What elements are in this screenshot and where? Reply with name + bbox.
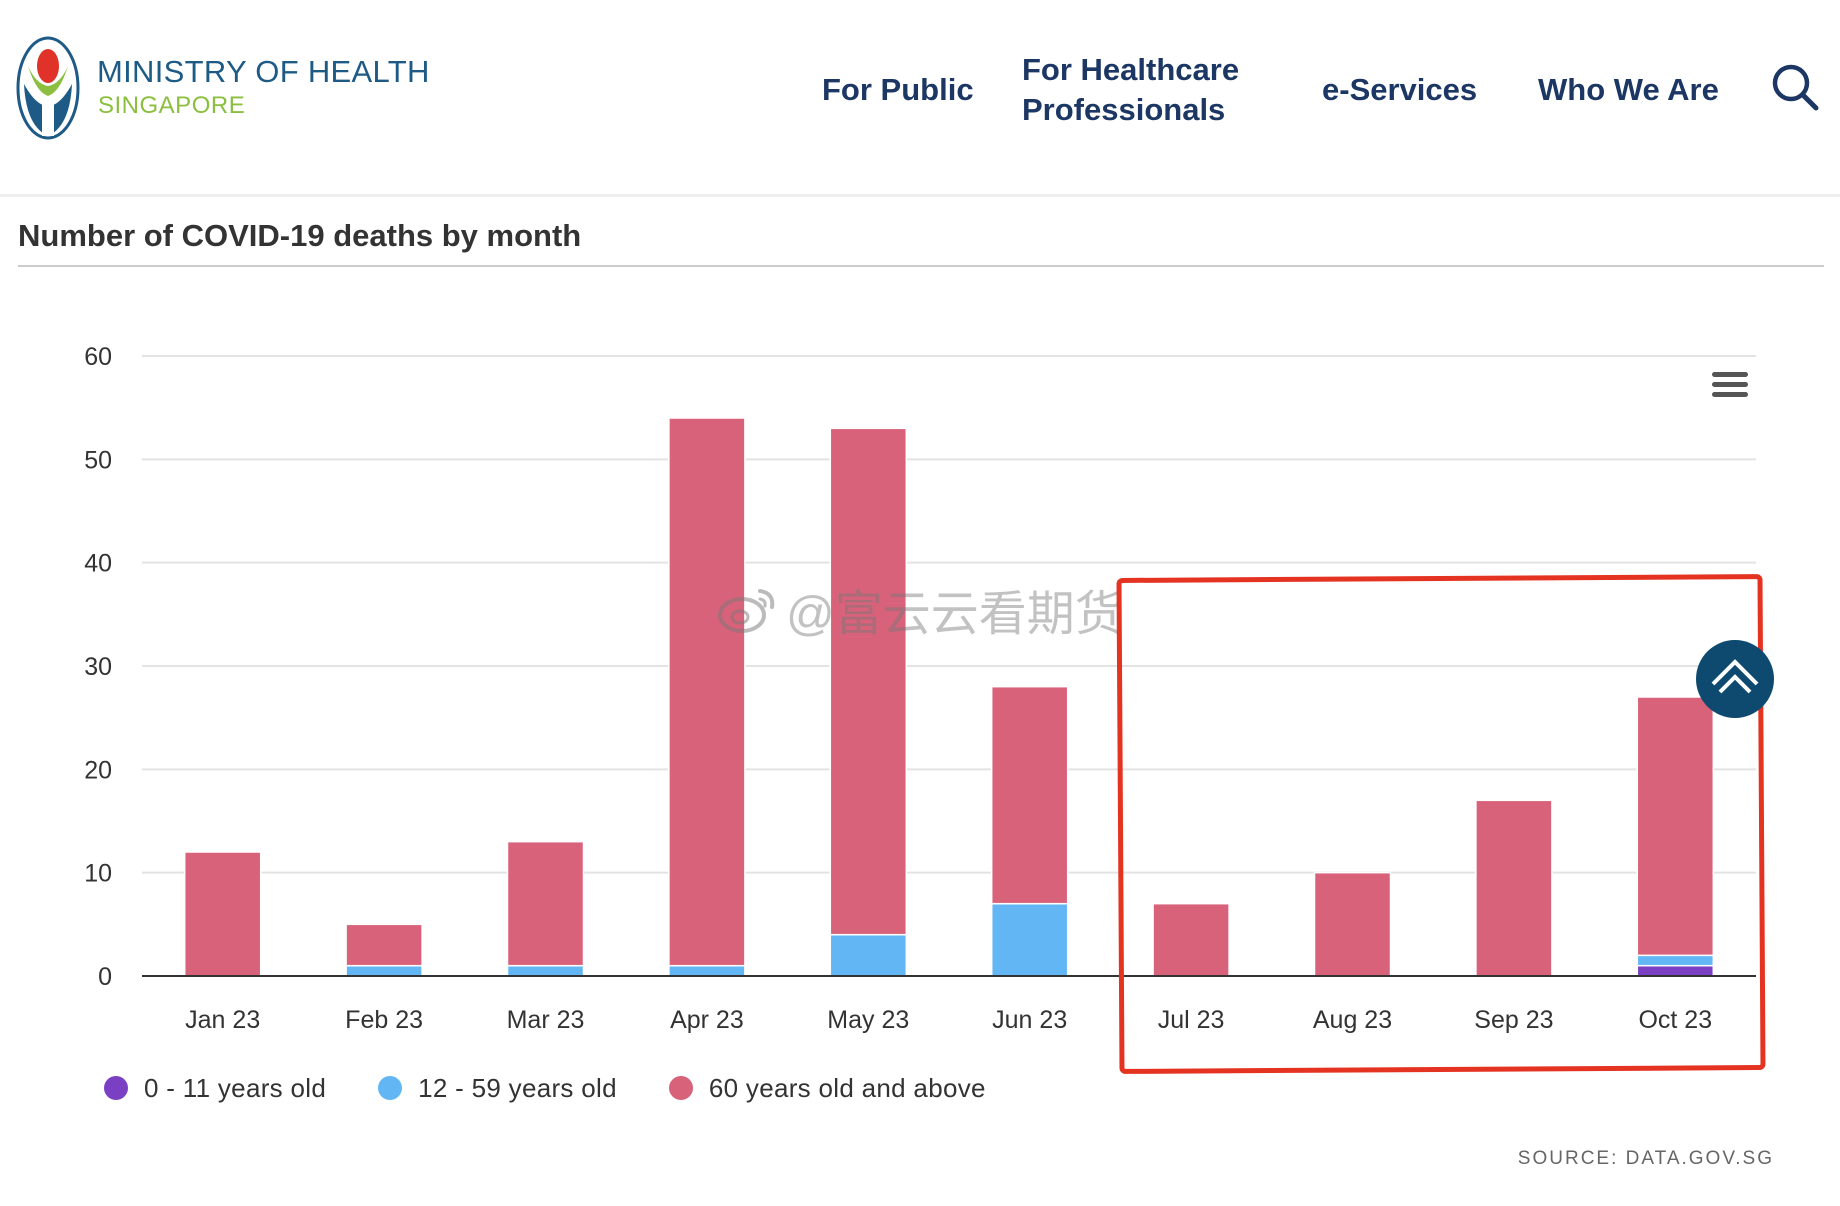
menu-line bbox=[1712, 372, 1748, 377]
nav-for-healthcare-professionals[interactable]: For Healthcare Professionals bbox=[1022, 50, 1239, 130]
weibo-icon bbox=[718, 589, 775, 633]
nav-hc-line2: Professionals bbox=[1022, 92, 1226, 127]
bar-feb-23-series-1[interactable] bbox=[345, 964, 423, 977]
chevron-up-icon bbox=[1711, 659, 1759, 694]
x-tick-label: Jun 23 bbox=[992, 1006, 1067, 1034]
y-tick-label: 50 bbox=[84, 446, 112, 474]
y-tick-label: 30 bbox=[84, 653, 112, 681]
x-tick-label: Mar 23 bbox=[507, 1006, 585, 1034]
deaths-by-month-chart: 0 10 20 30 40 50 60 Jan 23 Feb 23 Mar 23 Apr 23 May… bbox=[84, 343, 1756, 1034]
moh-logo[interactable] bbox=[16, 36, 80, 140]
legend-label-60-plus: 60 years old and above bbox=[708, 1072, 986, 1103]
bar-feb-23-series-2[interactable] bbox=[345, 923, 423, 967]
legend-item-60-plus[interactable]: 60 years old and above bbox=[668, 1072, 986, 1104]
bar-jan-23-series-2[interactable] bbox=[183, 851, 262, 977]
nav-e-services[interactable]: e-Services bbox=[1322, 72, 1478, 107]
bar-aug-23-series-2[interactable] bbox=[1313, 871, 1392, 977]
legend-dot-60-plus bbox=[668, 1076, 693, 1100]
bar-oct-23-series-0[interactable] bbox=[1636, 964, 1715, 977]
bar-jul-23-series-2[interactable] bbox=[1152, 902, 1230, 977]
y-tick-label: 0 bbox=[98, 963, 112, 991]
bar-may-23-series-2[interactable] bbox=[829, 427, 908, 936]
bar-jun-23-series-2[interactable] bbox=[990, 685, 1069, 905]
hamburger-menu-icon[interactable] bbox=[1712, 372, 1748, 402]
bar-mar-23-series-1[interactable] bbox=[506, 964, 585, 977]
brand-subtitle: SINGAPORE bbox=[98, 92, 246, 119]
y-tick-label: 10 bbox=[84, 860, 112, 888]
search-icon[interactable] bbox=[1770, 62, 1820, 112]
x-tick-label: Jan 23 bbox=[185, 1006, 260, 1034]
chart-legend: 0 - 11 years old 12 - 59 years old 60 ye… bbox=[104, 1068, 1038, 1108]
bar-apr-23-series-1[interactable] bbox=[668, 964, 746, 977]
nav-who-we-are[interactable]: Who We Are bbox=[1538, 72, 1719, 107]
legend-label-12-59: 12 - 59 years old bbox=[418, 1072, 617, 1103]
menu-line bbox=[1712, 392, 1748, 397]
y-tick-label: 40 bbox=[84, 550, 112, 578]
watermark-text: @富云云看期货 bbox=[786, 588, 1123, 641]
bar-oct-23-series-2[interactable] bbox=[1636, 696, 1715, 957]
x-tick-label: Apr 23 bbox=[670, 1006, 744, 1034]
legend-item-0-11[interactable]: 0 - 11 years old bbox=[104, 1073, 326, 1104]
x-tick-label: Oct 23 bbox=[1638, 1006, 1712, 1034]
bar-oct-23-series-1[interactable] bbox=[1636, 954, 1715, 967]
legend-dot-12-59 bbox=[378, 1076, 403, 1100]
legend-item-12-59[interactable]: 12 - 59 years old bbox=[378, 1073, 617, 1104]
y-tick-label: 20 bbox=[84, 756, 112, 784]
scroll-to-top-button[interactable] bbox=[1696, 640, 1774, 718]
x-tick-label: Jul 23 bbox=[1158, 1006, 1225, 1034]
menu-line bbox=[1712, 382, 1748, 387]
brand-name: MINISTRY OF HEALTH bbox=[97, 54, 430, 89]
bar-mar-23-series-2[interactable] bbox=[506, 840, 585, 967]
bar-sep-23-series-2[interactable] bbox=[1475, 799, 1553, 977]
nav-hc-line1: For Healthcare bbox=[1022, 52, 1240, 87]
bar-jun-23-series-1[interactable] bbox=[990, 902, 1069, 977]
x-tick-label: Feb 23 bbox=[345, 1006, 423, 1034]
legend-label-0-11: 0 - 11 years old bbox=[144, 1072, 327, 1103]
x-tick-label: May 23 bbox=[827, 1006, 909, 1034]
x-tick-label: Sep 23 bbox=[1474, 1006, 1553, 1034]
chart-section-title: Number of COVID-19 deaths by month bbox=[18, 218, 582, 253]
bar-may-23-series-1[interactable] bbox=[829, 933, 908, 977]
title-divider bbox=[18, 265, 1824, 267]
legend-dot-0-11 bbox=[104, 1076, 128, 1100]
y-tick-label: 60 bbox=[84, 343, 112, 371]
bar-apr-23-series-2[interactable] bbox=[668, 417, 746, 967]
watermark: @富云云看期货 bbox=[716, 574, 1123, 644]
site-header: MINISTRY OF HEALTH SINGAPORE For Public … bbox=[0, 0, 1840, 197]
nav-for-public[interactable]: For Public bbox=[822, 72, 974, 107]
x-tick-label: Aug 23 bbox=[1313, 1006, 1392, 1034]
data-source: SOURCE: DATA.GOV.SG bbox=[1517, 1148, 1774, 1169]
